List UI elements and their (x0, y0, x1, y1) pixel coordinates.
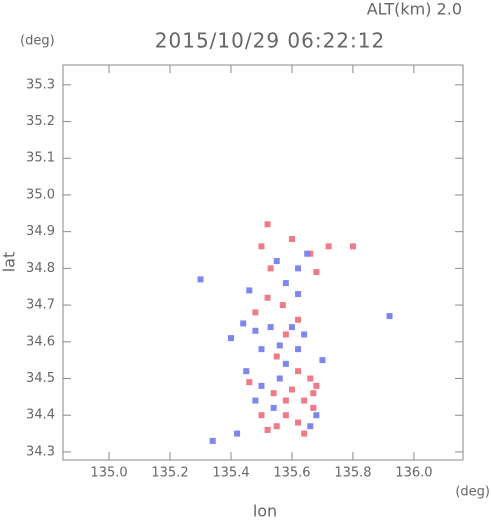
y-tick-label: 34.5 (26, 371, 55, 386)
radar-pixel (252, 327, 259, 334)
radar-pixel (267, 324, 274, 331)
radar-pixel (288, 236, 295, 243)
radar-pixel (258, 382, 265, 389)
radar-pixel (264, 426, 271, 433)
y-tick-label: 35.2 (26, 114, 55, 129)
radar-pixel (234, 430, 241, 437)
radar-pixel (349, 243, 356, 250)
radar-pixel (301, 397, 308, 404)
radar-pixel (301, 331, 308, 338)
radar-pixel (301, 430, 308, 437)
y-tick-label: 34.6 (26, 334, 55, 349)
radar-pixel (313, 269, 320, 276)
radar-pixel (197, 276, 204, 283)
radar-pixel (209, 437, 216, 444)
y-tick-label: 34.3 (26, 444, 55, 459)
radar-pixel (313, 382, 320, 389)
radar-pixel (313, 412, 320, 419)
radar-pixel (276, 342, 283, 349)
radar-pixel (319, 357, 326, 364)
radar-pixel (276, 375, 283, 382)
radar-pixel (307, 250, 314, 257)
radar-pixel (386, 313, 393, 320)
x-tick-label: 136.0 (395, 466, 432, 481)
radar-pixel (273, 423, 280, 430)
altitude-label: ALT(km) 2.0 (367, 0, 462, 19)
radar-pixel (258, 346, 265, 353)
radar-pixel (310, 390, 317, 397)
x-tick-label: 135.8 (334, 466, 371, 481)
y-tick-label: 35.1 (26, 151, 55, 166)
radar-pixel (267, 265, 274, 272)
x-tick-label: 135.0 (90, 466, 127, 481)
y-tick-label: 35.3 (26, 77, 55, 92)
radar-pixel (325, 243, 332, 250)
radar-pixel (307, 375, 314, 382)
radar-pixel (252, 397, 259, 404)
radar-pixel (282, 412, 289, 419)
x-axis-label: lon (253, 502, 277, 521)
radar-pixel (258, 412, 265, 419)
y-tick-label: 35.0 (26, 187, 55, 202)
radar-pixel (227, 335, 234, 342)
radar-pixel (273, 258, 280, 265)
x-tick-label: 135.2 (151, 466, 188, 481)
radar-pixel (273, 353, 280, 360)
radar-pixel (310, 404, 317, 411)
x-unit: (deg) (455, 485, 490, 500)
radar-pixel (243, 368, 250, 375)
radar-pixel (295, 316, 302, 323)
radar-pixel (307, 423, 314, 430)
radar-pixel (279, 302, 286, 309)
radar-pixel (288, 324, 295, 331)
radar-pixel (295, 419, 302, 426)
radar-pixel (264, 221, 271, 228)
radar-pixel (295, 265, 302, 272)
y-tick-label: 34.4 (26, 408, 55, 423)
radar-pixel (264, 294, 271, 301)
radar-pixel (282, 331, 289, 338)
y-tick-label: 34.7 (26, 298, 55, 313)
chart-title: 2015/10/29 06:22:12 (155, 29, 385, 53)
radar-pixel (295, 368, 302, 375)
radar-pixel (288, 386, 295, 393)
radar-pixel (252, 309, 259, 316)
radar-pixel (240, 320, 247, 327)
x-tick-label: 135.4 (212, 466, 249, 481)
radar-pixel (295, 291, 302, 298)
radar-pixel (282, 280, 289, 287)
radar-pixel (304, 250, 311, 257)
radar-pixel (282, 397, 289, 404)
y-axis-label: lat (0, 252, 19, 273)
x-tick-label: 135.6 (273, 466, 310, 481)
y-tick-label: 34.8 (26, 261, 55, 276)
radar-pixel (246, 379, 253, 386)
y-tick-label: 34.9 (26, 224, 55, 239)
radar-pixel (270, 404, 277, 411)
radar-pixel (246, 287, 253, 294)
y-unit: (deg) (20, 34, 55, 49)
plot-frame (62, 64, 464, 461)
radar-pixel (295, 346, 302, 353)
radar-pixel (258, 243, 265, 250)
radar-pixel (282, 360, 289, 367)
radar-pixel (270, 390, 277, 397)
